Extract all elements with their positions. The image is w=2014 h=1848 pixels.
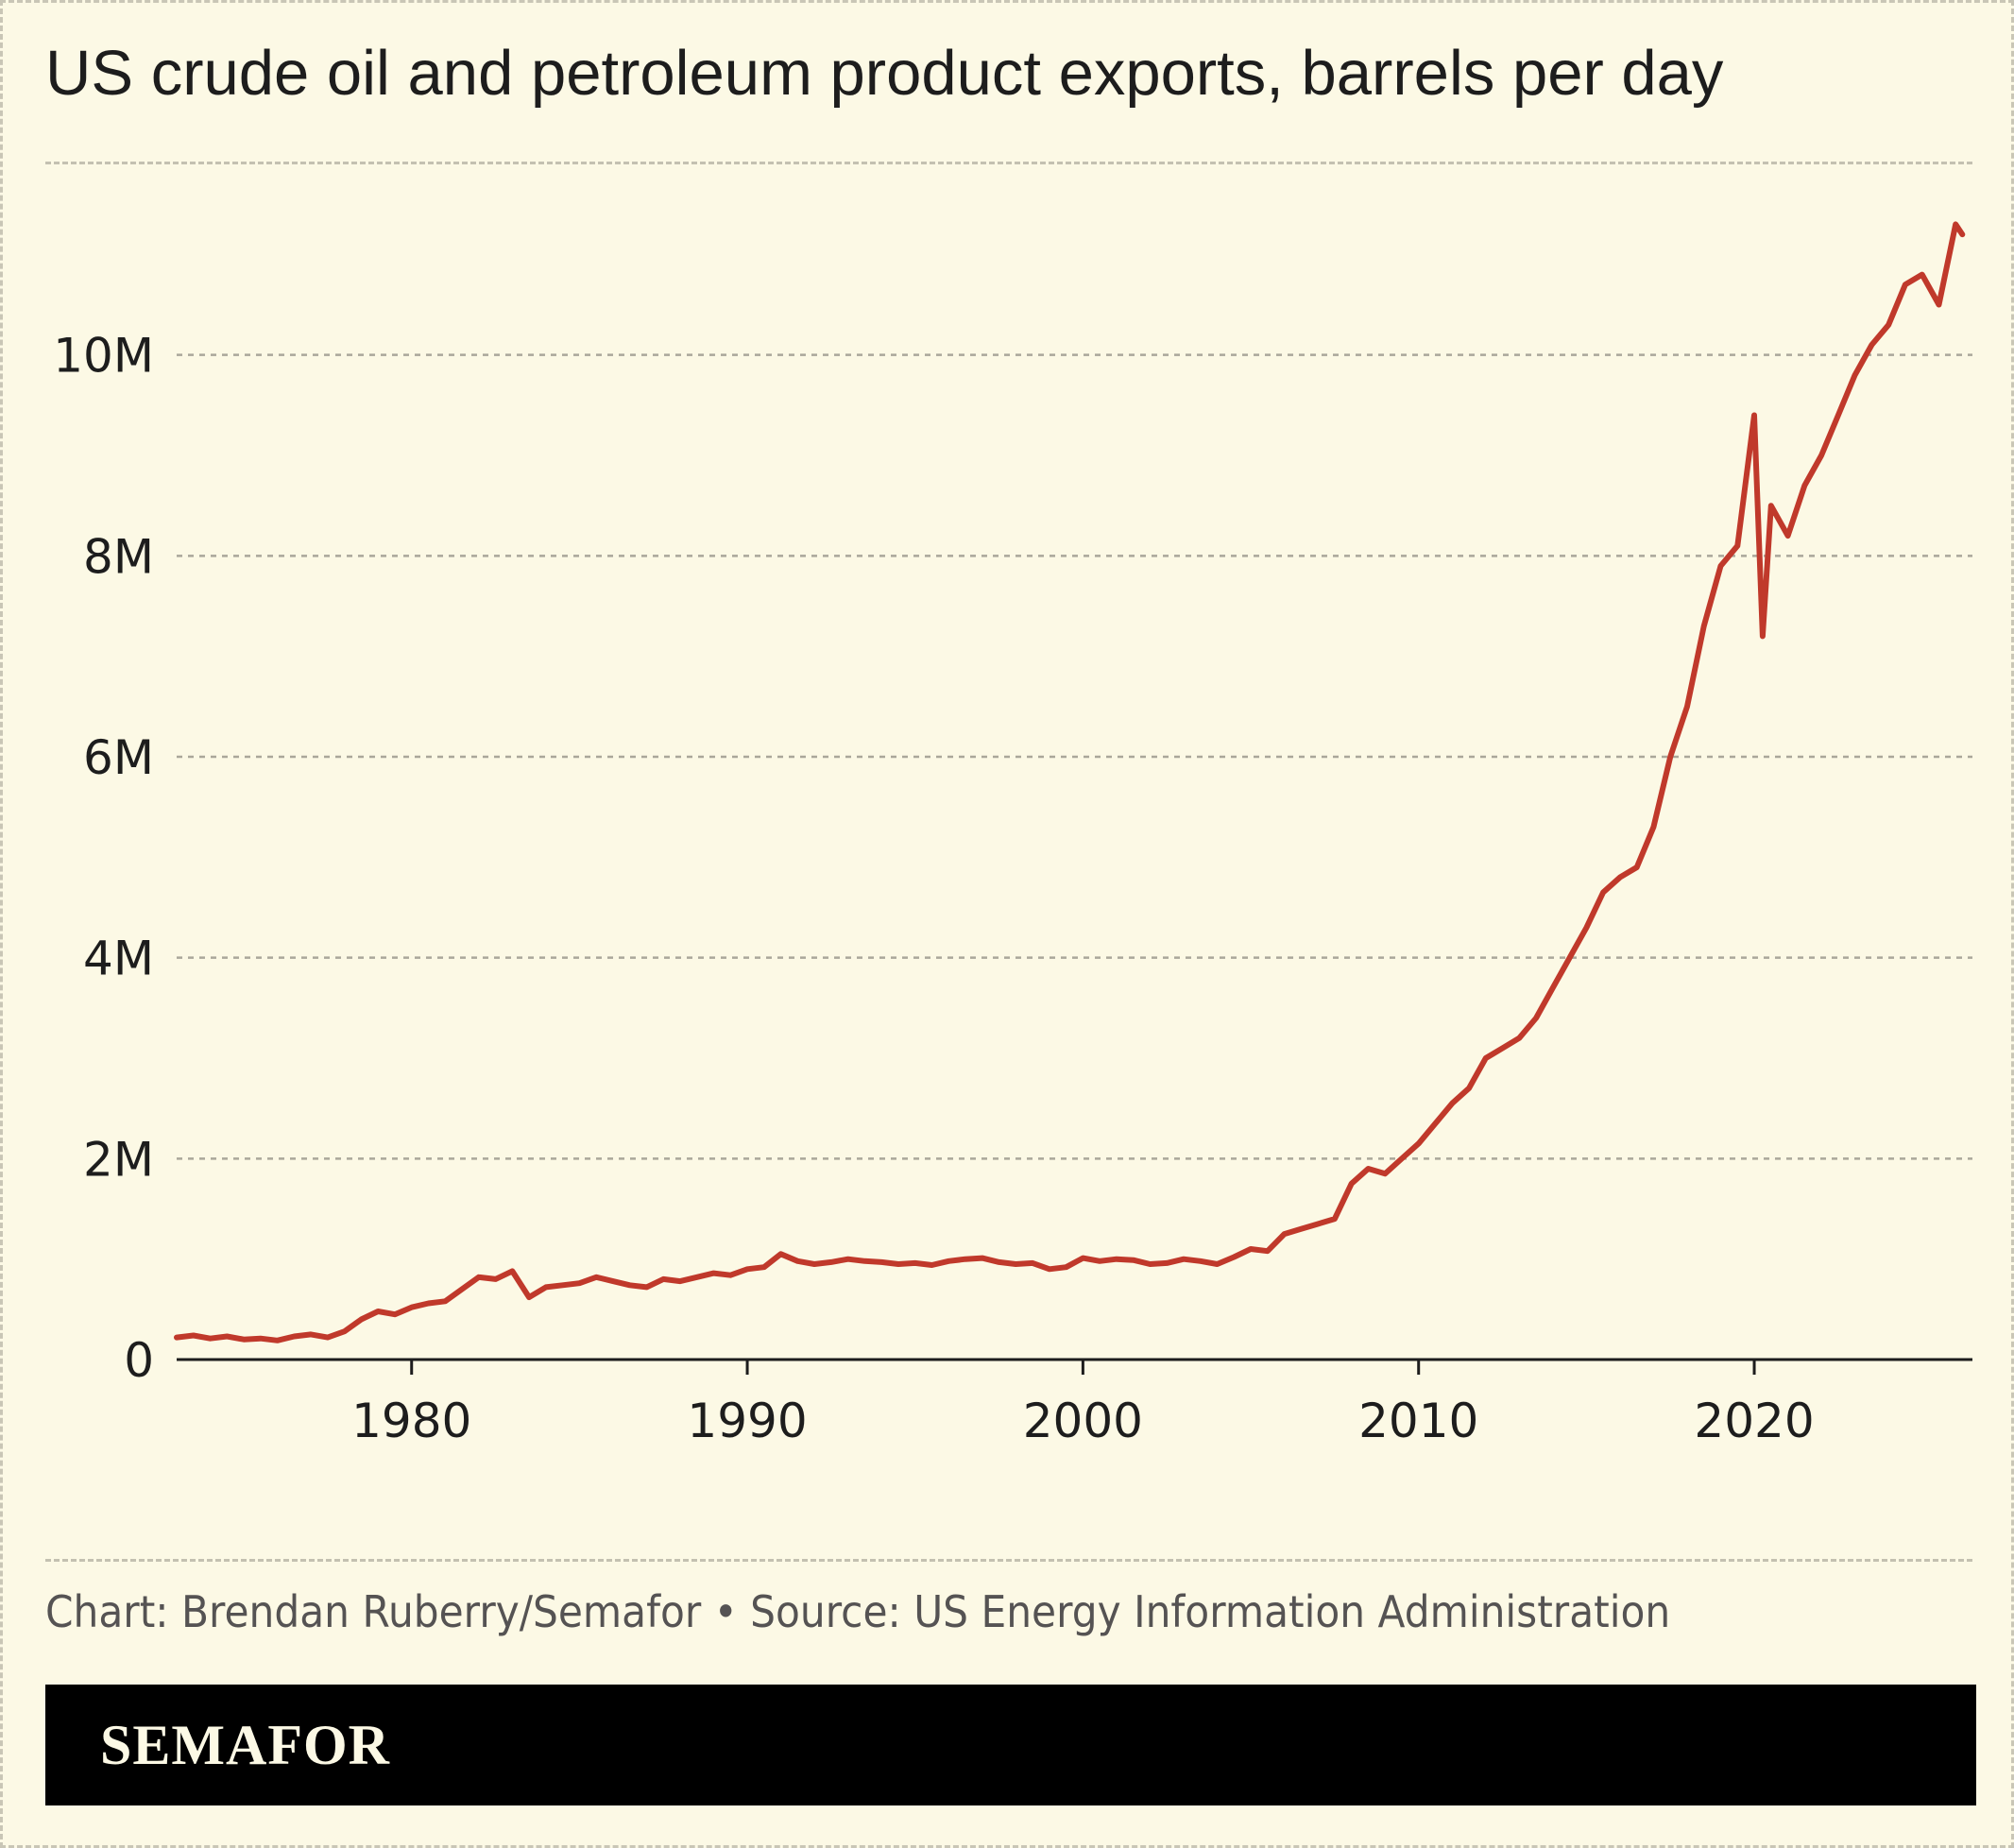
export-series-line: [174, 221, 1966, 1343]
x-axis: 1980 1990 2000 2010 2020: [177, 1358, 1972, 1448]
chart-title: US crude oil and petroleum product expor…: [45, 38, 1724, 109]
line-chart: 0 2M 4M 6M 8M 10M 1980 1990 2000 2010 2020: [53, 221, 1972, 1448]
y-tick-label: 0: [124, 1333, 154, 1388]
x-tick-label: 2000: [1023, 1394, 1143, 1448]
brand-bar: SEMAFOR: [45, 1685, 1976, 1805]
y-tick-label: 2M: [83, 1132, 154, 1187]
x-tick-label: 1980: [351, 1394, 471, 1448]
title-divider: [45, 162, 1972, 164]
y-tick-label: 6M: [83, 730, 154, 785]
y-tick-label: 4M: [83, 932, 154, 986]
y-axis: 0 2M 4M 6M 8M 10M: [53, 329, 154, 1388]
source-credit: Chart: Brendan Ruberry/Semafor • Source:…: [45, 1586, 1671, 1637]
y-tick-label: 10M: [53, 329, 154, 384]
x-tick-label: 2020: [1694, 1394, 1814, 1448]
x-tick-label: 2010: [1358, 1394, 1478, 1448]
y-tick-label: 8M: [83, 529, 154, 584]
brand-logo: SEMAFOR: [100, 1714, 390, 1776]
gridlines: [177, 353, 1972, 1160]
x-tick-label: 1990: [687, 1394, 807, 1448]
series-layer: [174, 221, 1966, 1343]
footer-divider: [45, 1559, 1972, 1562]
